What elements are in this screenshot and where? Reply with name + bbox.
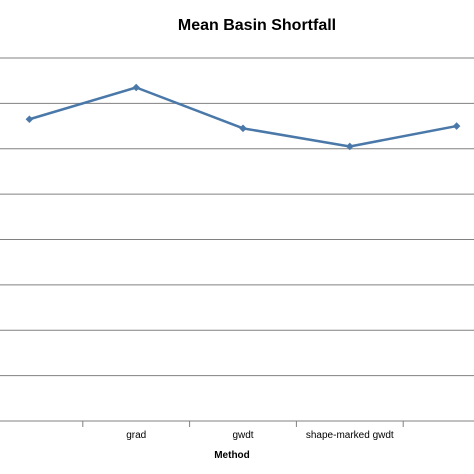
x-axis [0, 420, 474, 427]
series-line [25, 83, 461, 151]
x-tick-labels: grad gwdt shape-marked gwdt [126, 430, 394, 441]
x-tick-label: gwdt [232, 430, 253, 441]
x-tick-label: shape-marked gwdt [306, 430, 394, 441]
x-tick-label: grad [126, 430, 146, 441]
x-axis-title: Method [214, 450, 250, 461]
series-line-path [29, 86, 457, 148]
chart-title: Mean Basin Shortfall [178, 17, 336, 34]
data-point [132, 83, 140, 92]
data-point [452, 122, 461, 130]
data-point [346, 142, 354, 151]
data-point [239, 124, 247, 133]
data-point [25, 115, 34, 124]
